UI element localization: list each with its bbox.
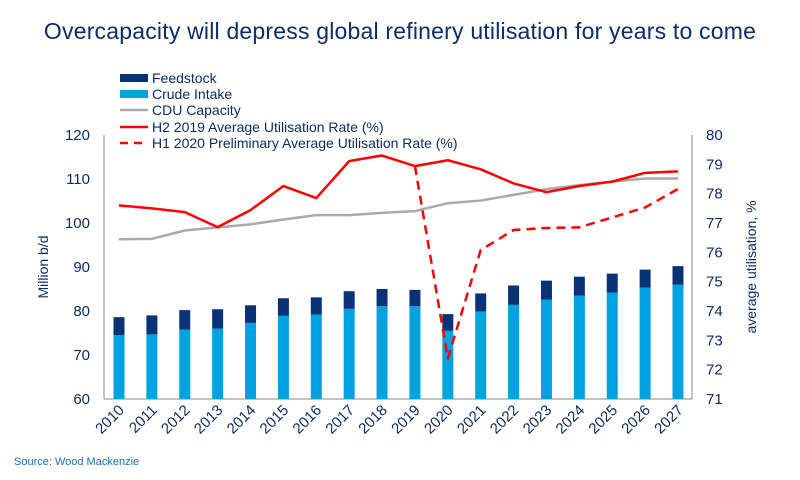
bar-feedstock — [212, 309, 224, 329]
x-tick-label: 2025 — [585, 402, 621, 438]
x-tick-label: 2022 — [487, 402, 523, 438]
left-tick-label: 120 — [65, 127, 90, 144]
y-axis-label: Million b/d — [35, 235, 51, 298]
x-tick-label: 2016 — [290, 402, 326, 438]
bar-crude-intake — [343, 308, 355, 399]
bar-feedstock — [508, 285, 520, 305]
right-tick-label: 71 — [706, 391, 723, 408]
right-tick-label: 75 — [706, 274, 723, 291]
x-tick-label: 2019 — [388, 402, 424, 438]
bar-crude-intake — [146, 334, 158, 399]
bar-feedstock — [146, 315, 158, 335]
bar-crude-intake — [573, 295, 585, 399]
legend-label: H2 2019 Average Utilisation Rate (%) — [152, 119, 384, 135]
x-tick-label: 2010 — [92, 402, 128, 438]
bar-feedstock — [343, 291, 355, 309]
right-tick-label: 77 — [706, 215, 723, 232]
legend-label: CDU Capacity — [152, 102, 241, 118]
bar-feedstock — [310, 297, 322, 315]
bar-feedstock — [573, 276, 585, 296]
legend-label: Feedstock — [152, 70, 218, 86]
bar-feedstock — [639, 269, 651, 288]
bar-crude-intake — [606, 292, 618, 399]
y2-axis-label: average utilisation, % — [743, 200, 759, 333]
bar-feedstock — [540, 280, 552, 300]
bar-feedstock — [376, 289, 388, 307]
x-tick-label: 2021 — [454, 402, 490, 438]
left-tick-label: 60 — [73, 391, 90, 408]
bar-feedstock — [409, 289, 421, 307]
x-tick-label: 2012 — [158, 402, 194, 438]
bar-feedstock — [277, 298, 289, 316]
bar-feedstock — [606, 273, 618, 293]
right-tick-label: 73 — [706, 332, 723, 349]
bar-crude-intake — [113, 335, 125, 399]
x-tick-label: 2011 — [126, 402, 161, 437]
right-tick-label: 79 — [706, 156, 723, 173]
x-tick-label: 2018 — [355, 402, 391, 438]
bar-feedstock — [475, 293, 487, 312]
bar-feedstock — [442, 314, 454, 331]
right-tick-label: 72 — [706, 362, 723, 379]
x-tick-label: 2026 — [618, 402, 654, 438]
bar-feedstock — [113, 317, 125, 336]
legend-swatch-feedstock — [120, 74, 148, 82]
bar-crude-intake — [508, 304, 520, 399]
x-tick-label: 2024 — [553, 402, 589, 438]
x-tick-label: 2027 — [651, 402, 687, 438]
x-tick-label: 2014 — [224, 402, 260, 438]
right-tick-label: 80 — [706, 127, 723, 144]
bar-crude-intake — [212, 328, 224, 399]
bar-crude-intake — [672, 284, 684, 399]
right-tick-label: 76 — [706, 244, 723, 261]
right-tick-label: 78 — [706, 186, 723, 203]
source-note: Source: Wood Mackenzie — [14, 456, 140, 468]
left-tick-label: 70 — [73, 347, 90, 364]
chart-title: Overcapacity will depress global refiner… — [43, 18, 757, 44]
bar-crude-intake — [277, 315, 289, 399]
bar-crude-intake — [245, 322, 257, 399]
bar-crude-intake — [310, 314, 322, 399]
x-tick-label: 2013 — [191, 402, 227, 438]
x-tick-label: 2020 — [421, 402, 457, 438]
legend-swatch-crude-intake — [120, 90, 148, 98]
h2-2019-utilisation-line — [118, 154, 679, 229]
bar-crude-intake — [409, 306, 421, 399]
right-tick-label: 74 — [706, 303, 723, 320]
bar-crude-intake — [540, 299, 552, 399]
x-tick-label: 2015 — [257, 402, 293, 438]
left-tick-label: 80 — [73, 303, 90, 320]
legend-label: Crude Intake — [152, 86, 232, 102]
x-tick-label: 2023 — [520, 402, 556, 438]
left-tick-label: 110 — [66, 171, 90, 188]
bar-feedstock — [245, 305, 257, 323]
cdu-capacity-line — [118, 177, 678, 241]
bar-crude-intake — [376, 306, 388, 399]
left-tick-label: 90 — [73, 259, 90, 276]
legend-label: H1 2020 Preliminary Average Utilisation … — [152, 135, 458, 151]
bar-feedstock — [179, 310, 191, 330]
bar-crude-intake — [442, 330, 454, 399]
bar-crude-intake — [475, 311, 487, 399]
bar-crude-intake — [179, 329, 191, 399]
bar-feedstock — [672, 266, 684, 285]
bar-crude-intake — [639, 287, 651, 399]
left-tick-label: 100 — [65, 215, 90, 232]
x-tick-label: 2017 — [322, 402, 358, 438]
